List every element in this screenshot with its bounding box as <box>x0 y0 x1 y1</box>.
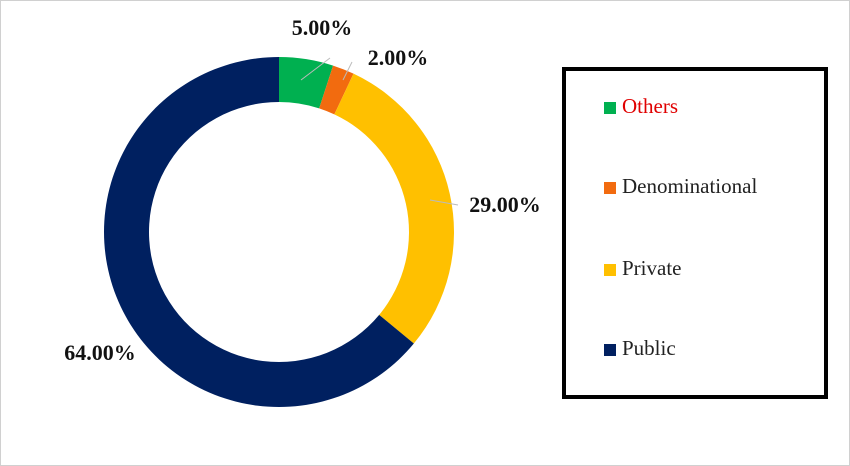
leader-line <box>300 57 331 81</box>
donut-segment <box>319 65 354 115</box>
legend-label: Private <box>622 256 681 280</box>
leader-line <box>342 61 353 81</box>
legend-label: Others <box>622 94 678 118</box>
legend-swatch <box>604 102 616 114</box>
donut-segment <box>279 57 334 109</box>
legend-swatch <box>604 344 616 356</box>
data-label: 2.00% <box>368 45 429 70</box>
leader-line <box>429 199 459 206</box>
legend-swatch <box>604 264 616 276</box>
legend-label: Public <box>622 336 676 360</box>
donut-segment <box>334 73 454 344</box>
legend-swatch <box>604 182 616 194</box>
data-label: 64.00% <box>64 340 136 365</box>
legend-label: Denominational <box>622 174 757 198</box>
data-label: 5.00% <box>292 15 353 40</box>
data-label: 29.00% <box>469 192 541 217</box>
legend-box <box>562 67 828 399</box>
donut-segment <box>103 57 414 407</box>
